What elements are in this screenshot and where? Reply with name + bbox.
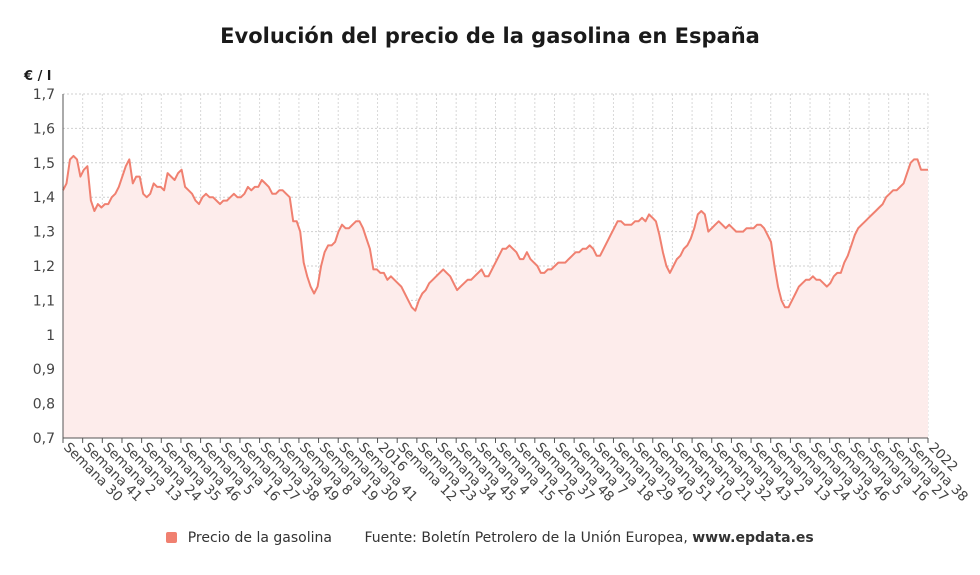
y-tick-label: 1,1 <box>33 293 55 309</box>
series-area-fill <box>63 155 928 438</box>
y-tick-label: 0,9 <box>33 362 55 378</box>
legend-label: Precio de la gasolina <box>187 530 332 546</box>
legend: Precio de la gasolina Fuente: Boletín Pe… <box>0 530 980 546</box>
legend-swatch <box>166 532 178 543</box>
y-tick-label: 1,7 <box>33 87 55 103</box>
y-axis-ticks: 0,7 0,8 0,9 1 1,1 1,2 1,3 1,4 1,5 1,6 1,7 <box>33 87 55 447</box>
legend-item-gasoline[interactable]: Precio de la gasolina <box>166 530 336 546</box>
axes <box>62 94 929 443</box>
y-tick-label: 1,2 <box>33 259 55 275</box>
y-axis-unit-label: € / l <box>23 69 51 84</box>
y-tick-label: 1,5 <box>33 156 55 172</box>
y-tick-label: 0,7 <box>33 431 55 447</box>
y-tick-label: 1,6 <box>33 121 55 137</box>
series-area <box>62 154 928 438</box>
y-tick-label: 1,4 <box>33 190 55 206</box>
source-prefix: Fuente: Boletín Petrolero de la Unión Eu… <box>364 530 688 546</box>
source-note: Fuente: Boletín Petrolero de la Unión Eu… <box>364 530 813 546</box>
chart-title: Evolución del precio de la gasolina en E… <box>220 24 760 48</box>
source-site-link[interactable]: www.epdata.es <box>692 530 814 546</box>
series-line[interactable] <box>62 154 928 312</box>
y-tick-label: 1 <box>46 328 55 344</box>
y-tick-label: 0,8 <box>33 397 55 413</box>
y-tick-label: 1,3 <box>33 225 55 241</box>
